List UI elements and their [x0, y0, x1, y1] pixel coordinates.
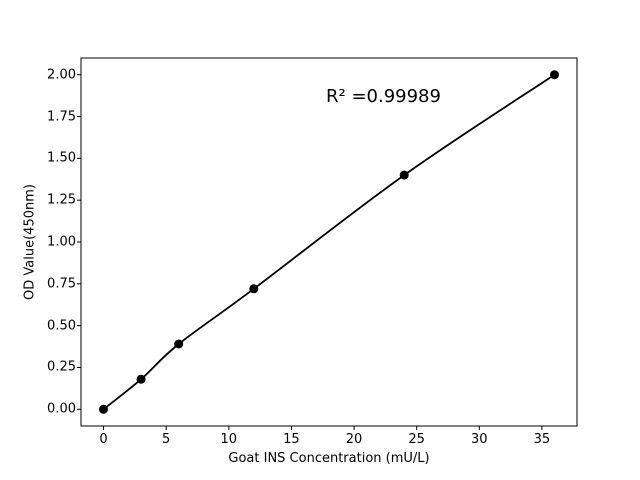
- x-tick-label: 15: [283, 432, 300, 447]
- data-point-marker: [99, 404, 108, 414]
- x-tick-label: 20: [345, 432, 363, 447]
- y-tick-label: 1.00: [47, 234, 76, 250]
- data-point-marker: [136, 374, 146, 384]
- x-tick-label: 5: [162, 432, 171, 447]
- x-tick-label: 0: [99, 432, 108, 447]
- x-tick-label: 25: [408, 432, 425, 447]
- y-tick-label: 2.00: [47, 67, 76, 83]
- fit-curve: [102, 73, 556, 411]
- y-tick-label: 1.75: [47, 109, 76, 125]
- data-point-marker: [249, 284, 259, 294]
- x-tick-label: 30: [471, 432, 488, 447]
- x-axis-label: Goat INS Concentration (mU/L): [228, 451, 430, 466]
- y-tick-label: 1.50: [47, 150, 76, 166]
- x-tick-label: 10: [220, 432, 238, 447]
- axes-spines: [80, 57, 578, 427]
- r-squared-annotation: R² =0.99989: [326, 86, 441, 107]
- y-tick-label: 0.50: [47, 318, 76, 334]
- y-axis-label: OD Value(450nm): [22, 184, 38, 300]
- x-tick-label: 35: [533, 432, 551, 447]
- data-point-marker: [174, 339, 184, 349]
- data-point-marker: [550, 70, 559, 80]
- y-tick-label: 0.75: [47, 276, 76, 292]
- y-tick-label: 0.00: [47, 401, 76, 417]
- y-tick-label: 1.25: [47, 192, 76, 208]
- y-tick-label: 0.25: [47, 359, 76, 375]
- data-point-marker: [399, 170, 409, 180]
